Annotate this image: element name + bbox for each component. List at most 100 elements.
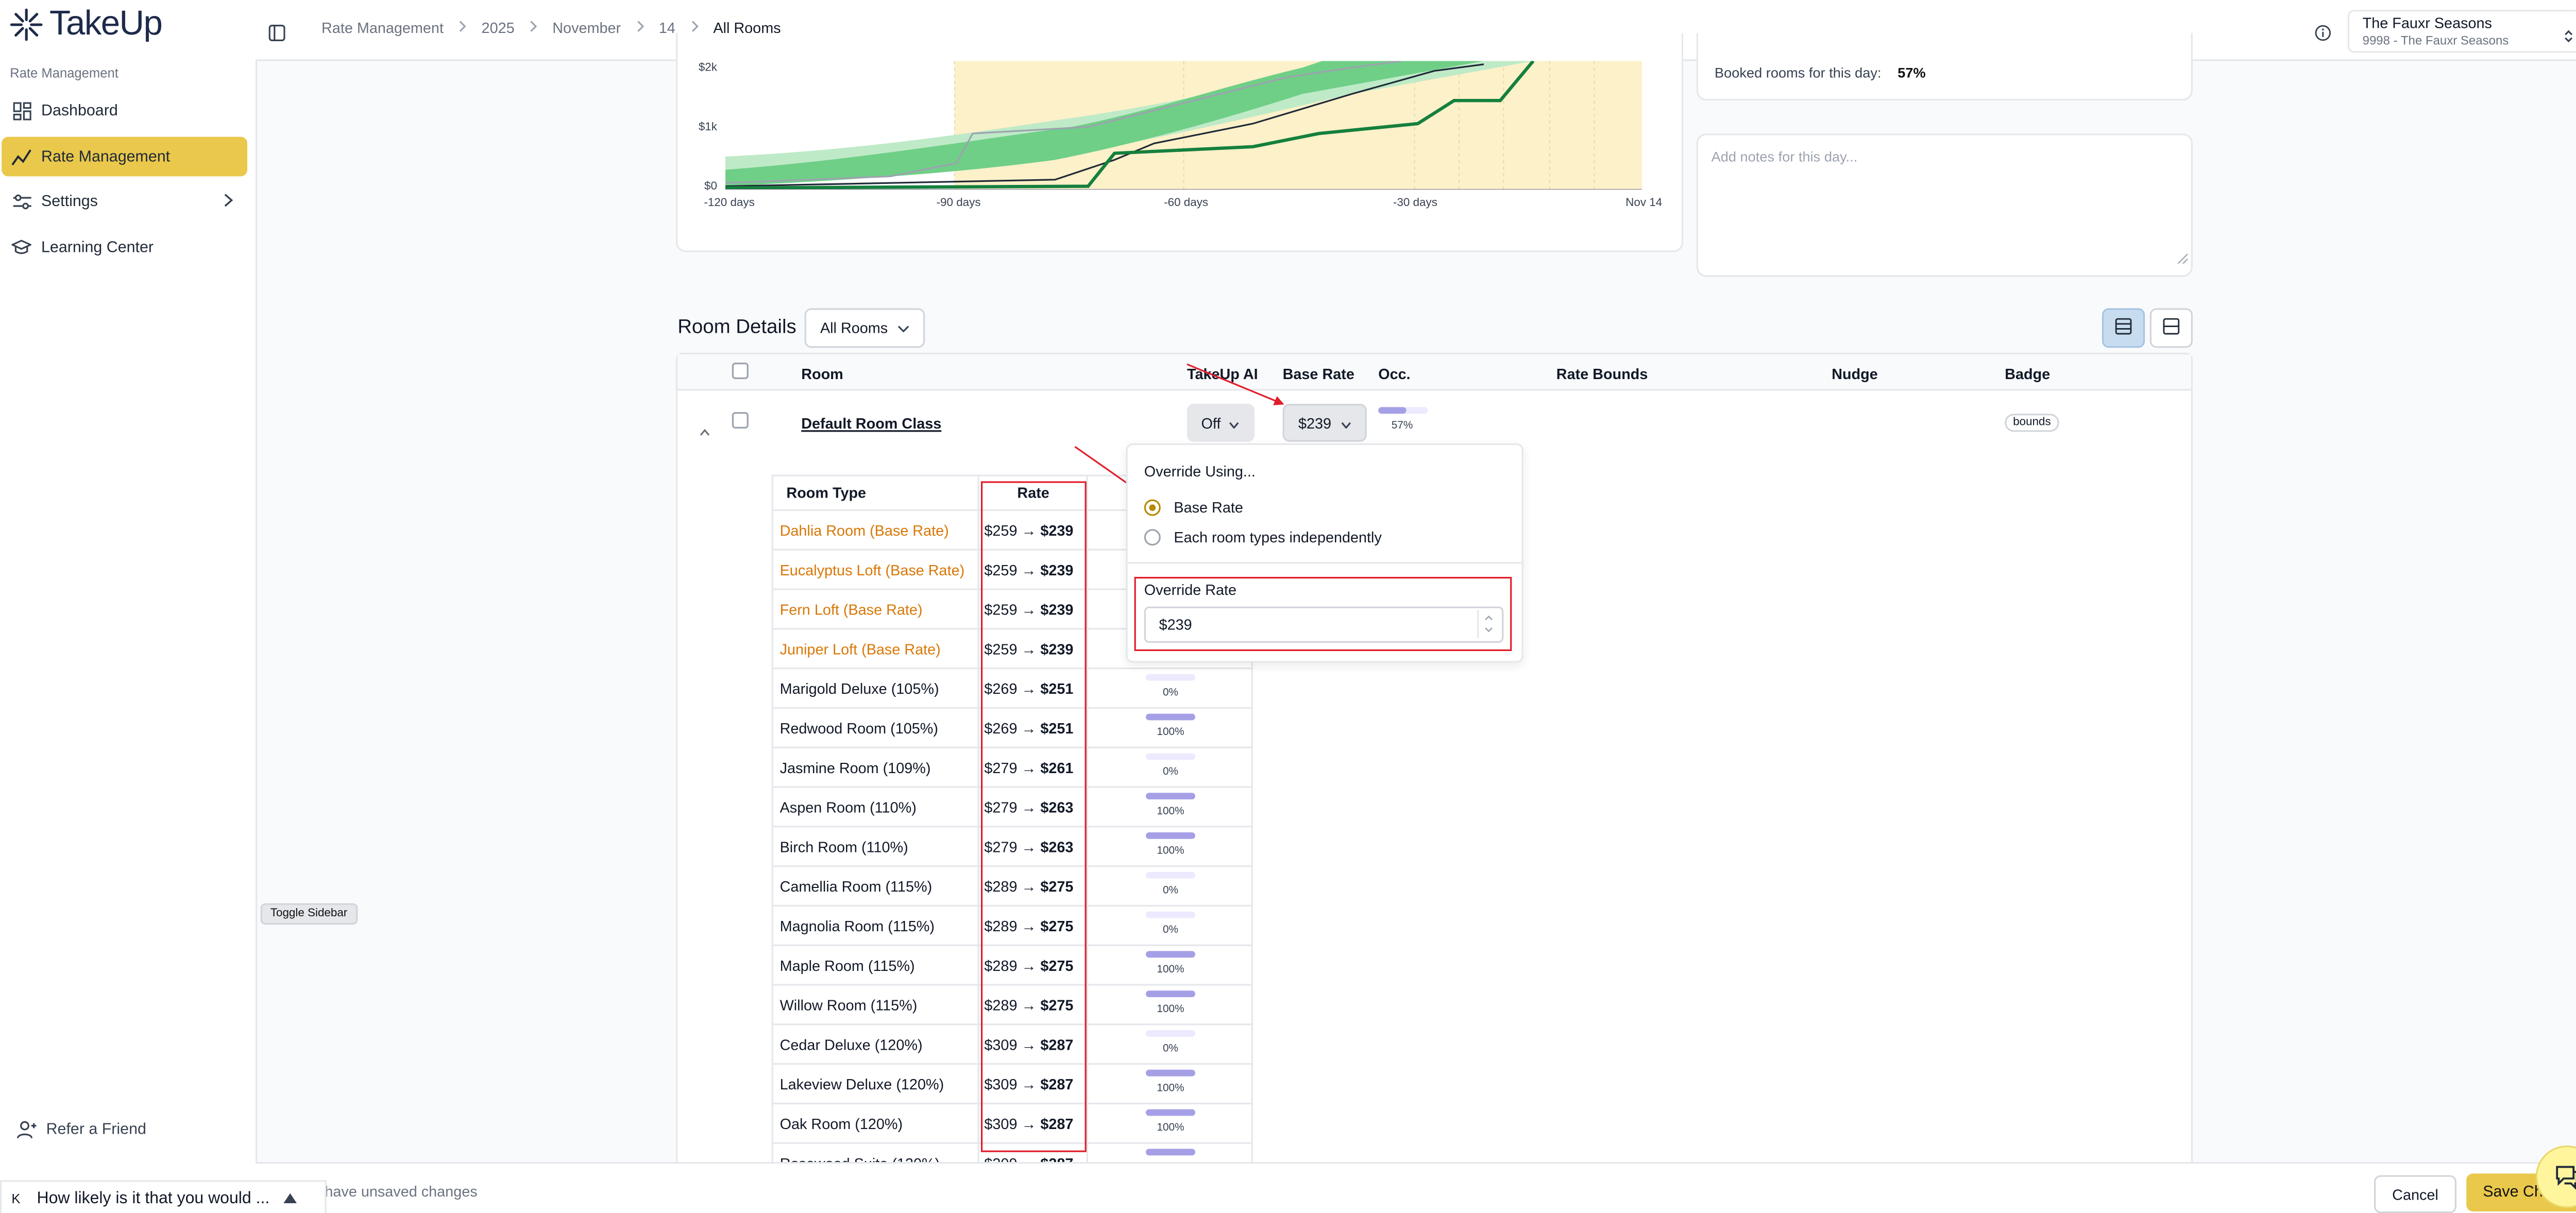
save-label: Save Ch [2483,1183,2543,1202]
toggle-sidebar-icon[interactable] [268,20,285,49]
breadcrumb-day[interactable]: 14 [658,20,675,37]
takeup-logo[interactable]: TakeUp [8,5,163,45]
rate-to: $251 [1040,680,1074,697]
resize-handle-icon[interactable] [2177,242,2189,272]
rate-from: $259 → [984,522,1037,539]
booked-summary-card: Booked rooms for this day: 57% [1696,33,2193,101]
breadcrumb-rate-management[interactable]: Rate Management [321,20,444,37]
info-icon[interactable] [2315,20,2331,49]
property-sub: 9998 - The Fauxr Seasons [2362,33,2509,48]
unsaved-text: have unsaved changes [325,1183,478,1200]
cancel-button[interactable]: Cancel [2374,1175,2456,1213]
col-rate: Rate [1017,484,1049,501]
occupancy-bar [1146,911,1195,918]
refer-label: Refer a Friend [46,1121,146,1139]
row-checkbox[interactable] [732,412,749,429]
room-type-row: Lakeview Deluxe (120%) $309 → $287 100% [773,1063,1251,1104]
room-type-row: Juniper Loft (Base Rate) $259 → $239 [773,628,1251,669]
room-type-row: Aspen Room (110%) $279 → $263 100% [773,786,1251,827]
radio-independent[interactable] [1144,529,1161,546]
occupancy-fill [1378,407,1406,414]
caret-up-icon[interactable] [282,1189,296,1207]
radio-base-rate[interactable] [1144,499,1161,516]
chevron-up-icon[interactable] [699,415,710,445]
room-type-name: Eucalyptus Loft (Base Rate) [779,562,965,579]
room-type-name: Dahlia Room (Base Rate) [779,522,949,539]
sidebar-item-rate-management[interactable]: Rate Management [2,136,247,177]
room-type-name: Juniper Loft (Base Rate) [779,641,941,658]
chat-icon [2556,1166,2576,1190]
rate-to: $263 [1040,799,1074,816]
occupancy-bar [1146,872,1195,879]
room-filter-select[interactable]: All Rooms [804,308,925,348]
breadcrumb-month[interactable]: November [552,20,621,37]
toggle-sidebar-tooltip: Toggle Sidebar [260,903,358,925]
occupancy-pct: 100% [1157,964,1184,976]
col-room-type: Room Type [786,484,867,501]
rate-from: $289 → [984,958,1037,975]
property-name: The Fauxr Seasons [2362,14,2492,31]
takeup-ai-select[interactable]: Off [1187,404,1255,442]
rate-to: $239 [1040,522,1074,539]
override-option-independent[interactable]: Each room types independently [1144,529,1382,546]
room-type-rate: $259 → $239 [984,562,1073,578]
occupancy-fill [1146,951,1195,958]
sidebar: TakeUp Rate Management Dashboard Rate Ma… [0,0,258,1213]
pace-chart-card: $2k $1k $0 -120 days -90 days -60 days -… [676,33,1684,252]
room-type-rate: $259 → $239 [984,641,1073,658]
number-stepper[interactable] [1477,610,1499,638]
property-select[interactable]: The Fauxr Seasons 9998 - The Fauxr Seaso… [2347,10,2576,53]
rate-from: $289 → [984,878,1037,895]
room-type-name: Lakeview Deluxe (120%) [779,1076,944,1093]
room-type-row: Maple Room (115%) $289 → $275 100% [773,944,1251,986]
override-rate-annotation-box [1134,577,1512,651]
override-popover: Override Using... Base Rate Each room ty… [1126,443,1523,663]
rate-to: $275 [1040,997,1074,1014]
x-tick-90: -90 days [936,198,981,210]
room-type-name: Maple Room (115%) [779,958,915,975]
occupancy-pct: 0% [1162,1043,1179,1055]
refer-a-friend-link[interactable]: Refer a Friend [16,1121,146,1139]
room-class-link[interactable]: Default Room Class [801,415,942,432]
rate-annotation-box [981,481,1087,1152]
select-all-checkbox[interactable] [732,363,749,379]
sidebar-item-learning-center[interactable]: Learning Center [2,228,247,267]
override-option-base-rate[interactable]: Base Rate [1144,499,1243,516]
room-type-rate: $289 → $275 [984,918,1073,934]
rate-from: $279 → [984,760,1037,777]
sidebar-item-settings[interactable]: Settings [2,181,247,221]
notes-textarea[interactable]: Add notes for this day... [1696,133,2193,277]
col-nudge: Nudge [1832,366,1878,383]
rate-from: $269 → [984,720,1037,737]
list-view-toggle[interactable] [2102,308,2145,348]
room-type-rate: $279 → $263 [984,839,1073,856]
otb-line [725,61,1535,190]
nps-survey-tab[interactable]: K How likely is it that you would ... [0,1180,327,1213]
x-tick-60: -60 days [1164,198,1209,210]
rate-to: $275 [1040,958,1074,975]
rate-from: $309 → [984,1036,1037,1053]
table-header-row [677,354,2191,391]
sidebar-item-dashboard[interactable]: Dashboard [2,91,247,130]
occupancy-pct: 0% [1162,925,1179,936]
room-type-row: Jasmine Room (109%) $279 → $261 0% [773,746,1251,788]
room-type-name: Redwood Room (105%) [779,720,938,737]
occupancy-bar [1146,951,1195,958]
sunburst-logo-icon [10,8,43,41]
occupancy-bar [1146,1109,1195,1116]
base-rate-select[interactable]: $239 [1282,404,1367,442]
sidebar-item-label: Dashboard [41,101,118,119]
occupancy-pct: 100% [1157,727,1184,739]
occupancy-fill [1146,1109,1195,1116]
split-view-icon [2163,318,2180,338]
rate-to: $239 [1040,602,1074,618]
override-rate-input[interactable]: $239 [1144,606,1504,643]
survey-text: How likely is it that you would ... [37,1189,270,1207]
room-type-name: Magnolia Room (115%) [779,918,935,935]
chevron-down-icon [1229,415,1240,431]
occupancy-pct: 0% [1162,766,1179,778]
breadcrumb-year[interactable]: 2025 [481,20,515,37]
split-view-toggle[interactable] [2149,308,2193,348]
badge-bounds: bounds [2005,414,2059,432]
room-type-rate: $309 → $287 [984,1037,1073,1053]
